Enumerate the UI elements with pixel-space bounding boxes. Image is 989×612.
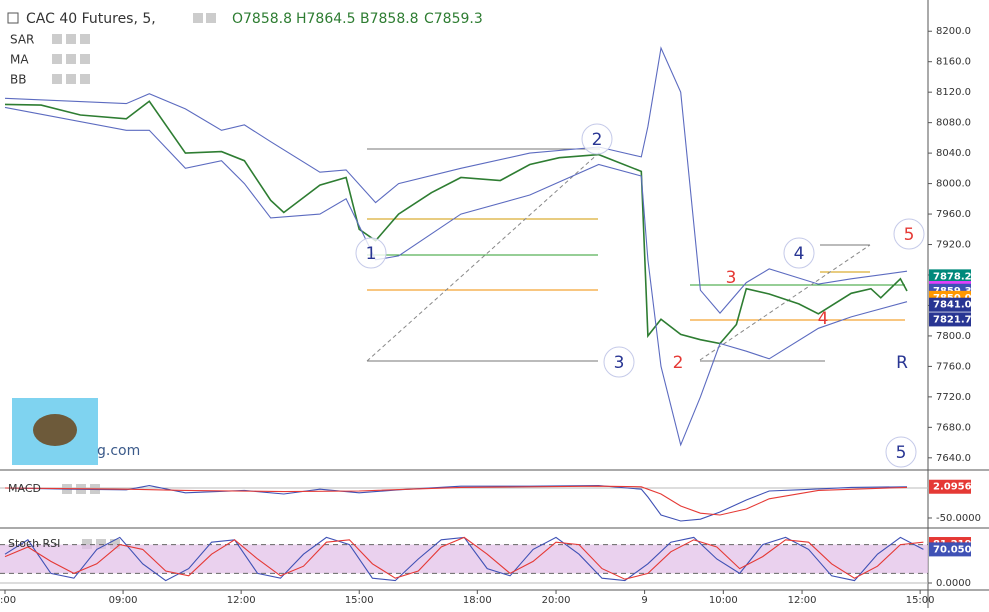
icon[interactable] bbox=[52, 54, 62, 64]
indicator-label: MA bbox=[10, 53, 29, 67]
y-tick-label: 7960.0 bbox=[936, 209, 971, 220]
wave-label: 5 bbox=[896, 443, 907, 463]
x-tick-label: 09:00 bbox=[109, 595, 138, 606]
wave-label: 2 bbox=[592, 130, 603, 150]
y-tick-label: 0.0000 bbox=[936, 578, 971, 589]
pane-title: MACD bbox=[8, 482, 41, 495]
y-tick-label: 7640.0 bbox=[936, 453, 971, 464]
collapse-icon[interactable] bbox=[7, 12, 19, 24]
y-tick-label: 8080.0 bbox=[936, 118, 971, 129]
settings-icon[interactable] bbox=[193, 13, 203, 23]
icon[interactable] bbox=[80, 34, 90, 44]
icon[interactable] bbox=[110, 539, 120, 549]
annotation-circle bbox=[603, 346, 635, 378]
icon[interactable] bbox=[66, 54, 76, 64]
x-tick-label: 18:00 bbox=[463, 595, 492, 606]
series-line bbox=[4, 100, 908, 345]
x-tick-label: 15:00 bbox=[906, 595, 935, 606]
pane bbox=[0, 485, 928, 522]
x-tick-label: 20:00 bbox=[542, 595, 571, 606]
price-tag bbox=[929, 542, 971, 557]
icon[interactable] bbox=[52, 34, 62, 44]
icon[interactable] bbox=[66, 34, 76, 44]
price-tag bbox=[929, 269, 971, 284]
x-tick-label: 15:00 bbox=[345, 595, 374, 606]
icon[interactable] bbox=[66, 74, 76, 84]
y-tick-label: 8040.0 bbox=[936, 148, 971, 159]
format-icon[interactable] bbox=[206, 13, 216, 23]
price-tag bbox=[929, 479, 971, 494]
x-tick-label: 9 bbox=[641, 595, 647, 606]
wave-label: 3 bbox=[614, 353, 625, 373]
wave-label: 4 bbox=[794, 244, 805, 264]
x-tick-label: 10:00 bbox=[709, 595, 738, 606]
y-tick-label: 7760.0 bbox=[936, 361, 971, 372]
logo-text: g.com bbox=[97, 443, 140, 459]
price-tag-label: 2.0956 bbox=[933, 482, 972, 493]
y-tick-label: 8200.0 bbox=[936, 26, 971, 37]
price-tag-label: 7821.7 bbox=[933, 314, 972, 325]
y-tick-label: 7800.0 bbox=[936, 331, 971, 342]
wave-label: 3 bbox=[726, 268, 737, 288]
logo-figure bbox=[33, 414, 77, 446]
trend-line bbox=[366, 151, 601, 362]
series-line bbox=[4, 485, 908, 516]
icon[interactable] bbox=[96, 539, 106, 549]
wave-label: 1 bbox=[366, 244, 377, 264]
indicator-label: BB bbox=[10, 73, 26, 87]
ohlc-value: C7859.3 bbox=[424, 11, 483, 27]
price-tag-label: 7878.2 bbox=[933, 271, 972, 282]
series-line bbox=[4, 106, 908, 447]
trend-line bbox=[699, 244, 871, 361]
wave-label: 2 bbox=[673, 353, 684, 373]
icon[interactable] bbox=[52, 74, 62, 84]
y-tick-label: 7680.0 bbox=[936, 422, 971, 433]
y-tick-label: 8160.0 bbox=[936, 57, 971, 68]
symbol-title: CAC 40 Futures, 5, bbox=[26, 11, 156, 27]
pane bbox=[0, 536, 928, 584]
series-line bbox=[4, 46, 908, 314]
wave-label: 5 bbox=[904, 225, 915, 245]
wave-label: R bbox=[896, 353, 908, 373]
y-tick-label: 8000.0 bbox=[936, 179, 971, 190]
x-tick-label: :00 bbox=[0, 595, 16, 606]
wave-label: 4 bbox=[818, 309, 829, 329]
annotation-circle bbox=[581, 123, 613, 155]
annotation-circle bbox=[893, 218, 925, 250]
y-tick-label: 8120.0 bbox=[936, 87, 971, 98]
y-tick-label: -50.0000 bbox=[936, 513, 981, 524]
x-tick-label: 12:00 bbox=[788, 595, 817, 606]
price-tag-label: 7841.0 bbox=[933, 300, 972, 311]
icon[interactable] bbox=[82, 539, 92, 549]
pane-title: Stoch RSI bbox=[8, 537, 60, 550]
pane bbox=[4, 46, 908, 447]
ohlc-value: B7858.8 bbox=[360, 11, 419, 27]
y-tick-label: 7720.0 bbox=[936, 392, 971, 403]
x-tick-label: 12:00 bbox=[227, 595, 256, 606]
drawings bbox=[366, 148, 905, 362]
ohlc-value: H7864.5 bbox=[296, 11, 356, 27]
price-tag-label: 70.0508 bbox=[933, 544, 979, 555]
annotation-circle bbox=[885, 436, 917, 468]
series-line bbox=[4, 485, 908, 522]
ohlc-value: O7858.8 bbox=[232, 11, 292, 27]
price-tag bbox=[929, 297, 971, 312]
series-line bbox=[4, 536, 924, 580]
icon[interactable] bbox=[80, 54, 90, 64]
price-tag bbox=[929, 312, 971, 327]
annotation-circle bbox=[355, 237, 387, 269]
annotation-circle bbox=[783, 237, 815, 269]
indicator-label: SAR bbox=[10, 33, 34, 47]
icon[interactable] bbox=[80, 74, 90, 84]
y-tick-label: 7920.0 bbox=[936, 240, 971, 251]
